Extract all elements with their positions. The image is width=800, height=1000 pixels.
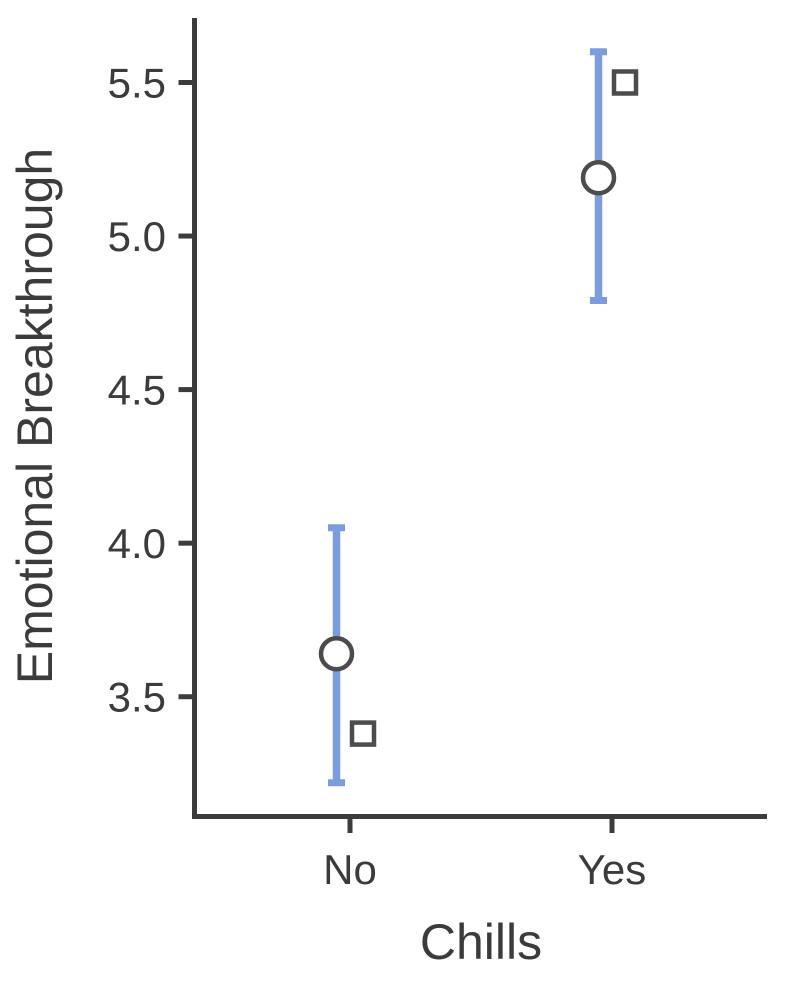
x-axis-tick-label: Yes — [578, 846, 647, 893]
chart-layer: 3.5 4.0 4.5 5.0 5.5 No Yes — [108, 48, 647, 893]
x-axis-tick-label: No — [323, 846, 377, 893]
y-axis-tick-label: 3.5 — [108, 674, 166, 721]
x-axis-title: Chills — [420, 914, 542, 970]
circle-point-marker — [580, 159, 617, 196]
circle-point-marker — [318, 635, 355, 672]
square-point-marker — [611, 69, 639, 96]
y-axis-tick-label: 4.5 — [108, 367, 166, 414]
y-axis-tick-label: 5.0 — [108, 213, 166, 260]
y-axis-tick-label: 5.5 — [108, 59, 166, 106]
y-axis-title: Emotional Breakthrough — [7, 148, 63, 684]
y-axis-tick-label: 4.0 — [108, 520, 166, 567]
square-point-marker — [349, 720, 377, 747]
